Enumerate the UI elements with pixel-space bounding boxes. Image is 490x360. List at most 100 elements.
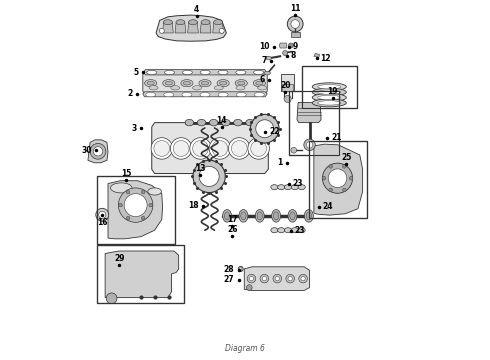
Circle shape xyxy=(260,274,269,283)
Text: 4: 4 xyxy=(194,5,199,14)
Ellipse shape xyxy=(221,120,230,126)
Ellipse shape xyxy=(258,120,267,126)
Ellipse shape xyxy=(236,70,246,75)
Ellipse shape xyxy=(291,185,298,190)
Ellipse shape xyxy=(278,228,285,233)
Ellipse shape xyxy=(164,93,174,97)
Ellipse shape xyxy=(214,86,223,90)
Polygon shape xyxy=(297,103,321,123)
Text: 18: 18 xyxy=(188,201,198,210)
Circle shape xyxy=(159,28,164,33)
Ellipse shape xyxy=(234,120,242,126)
Bar xyxy=(302,66,357,108)
Circle shape xyxy=(273,274,282,283)
Circle shape xyxy=(283,50,288,55)
Ellipse shape xyxy=(271,185,278,190)
Text: 6: 6 xyxy=(260,75,265,84)
Text: 27: 27 xyxy=(223,275,234,284)
Text: 21: 21 xyxy=(331,133,342,142)
Polygon shape xyxy=(108,181,163,239)
Text: 17: 17 xyxy=(227,215,238,224)
Ellipse shape xyxy=(304,210,313,222)
Bar xyxy=(309,141,367,218)
Polygon shape xyxy=(156,15,226,41)
Ellipse shape xyxy=(236,93,246,97)
Circle shape xyxy=(328,169,347,188)
Ellipse shape xyxy=(182,70,193,75)
Circle shape xyxy=(249,276,254,281)
Circle shape xyxy=(96,208,109,221)
Polygon shape xyxy=(314,53,319,57)
Ellipse shape xyxy=(220,81,227,85)
Text: 26: 26 xyxy=(227,225,238,234)
Ellipse shape xyxy=(288,210,297,222)
Ellipse shape xyxy=(163,80,175,87)
Polygon shape xyxy=(213,22,223,33)
Circle shape xyxy=(126,190,130,194)
Circle shape xyxy=(246,285,252,291)
Circle shape xyxy=(90,143,106,159)
Ellipse shape xyxy=(111,183,132,193)
Ellipse shape xyxy=(255,210,264,222)
Ellipse shape xyxy=(145,80,157,87)
Circle shape xyxy=(219,28,224,33)
Ellipse shape xyxy=(240,268,242,270)
Circle shape xyxy=(343,188,346,192)
Circle shape xyxy=(141,190,145,194)
Ellipse shape xyxy=(318,95,341,100)
Circle shape xyxy=(106,293,117,304)
Circle shape xyxy=(248,138,270,159)
Polygon shape xyxy=(282,84,293,91)
Text: 22: 22 xyxy=(269,127,279,136)
Bar xyxy=(97,245,184,303)
Polygon shape xyxy=(143,92,267,97)
Text: 16: 16 xyxy=(97,218,107,227)
Text: 8: 8 xyxy=(291,51,296,60)
Ellipse shape xyxy=(197,120,206,126)
Ellipse shape xyxy=(181,80,193,87)
Ellipse shape xyxy=(266,56,271,60)
Circle shape xyxy=(288,276,293,281)
Polygon shape xyxy=(105,251,179,298)
Ellipse shape xyxy=(238,266,243,271)
Text: Diagram 6: Diagram 6 xyxy=(225,344,265,353)
Ellipse shape xyxy=(201,81,209,85)
Ellipse shape xyxy=(264,71,270,75)
Ellipse shape xyxy=(273,212,279,220)
Text: 2: 2 xyxy=(128,89,133,98)
Circle shape xyxy=(193,160,225,193)
Text: 20: 20 xyxy=(280,81,291,90)
Circle shape xyxy=(98,211,106,219)
Ellipse shape xyxy=(312,99,346,107)
Ellipse shape xyxy=(253,80,266,87)
Ellipse shape xyxy=(312,83,346,91)
Bar xyxy=(289,91,339,155)
Text: 3: 3 xyxy=(131,123,137,132)
Text: 1: 1 xyxy=(277,158,283,167)
Text: 7: 7 xyxy=(262,56,267,65)
Circle shape xyxy=(119,188,153,222)
Text: 11: 11 xyxy=(290,4,300,13)
Text: 5: 5 xyxy=(133,68,139,77)
Circle shape xyxy=(228,138,250,159)
Bar xyxy=(281,74,294,91)
Circle shape xyxy=(329,165,333,168)
Ellipse shape xyxy=(271,210,281,222)
Ellipse shape xyxy=(254,70,264,75)
Ellipse shape xyxy=(164,20,172,25)
Ellipse shape xyxy=(185,120,194,126)
Circle shape xyxy=(126,216,130,220)
Ellipse shape xyxy=(147,70,157,75)
Ellipse shape xyxy=(217,80,229,87)
Ellipse shape xyxy=(312,94,346,102)
Circle shape xyxy=(193,140,208,156)
Text: 24: 24 xyxy=(322,202,333,211)
Ellipse shape xyxy=(239,210,248,222)
Ellipse shape xyxy=(235,80,247,87)
Bar xyxy=(97,176,175,244)
Ellipse shape xyxy=(254,93,265,97)
Polygon shape xyxy=(144,69,267,75)
Circle shape xyxy=(301,276,305,281)
Circle shape xyxy=(141,216,145,220)
Ellipse shape xyxy=(199,80,211,87)
